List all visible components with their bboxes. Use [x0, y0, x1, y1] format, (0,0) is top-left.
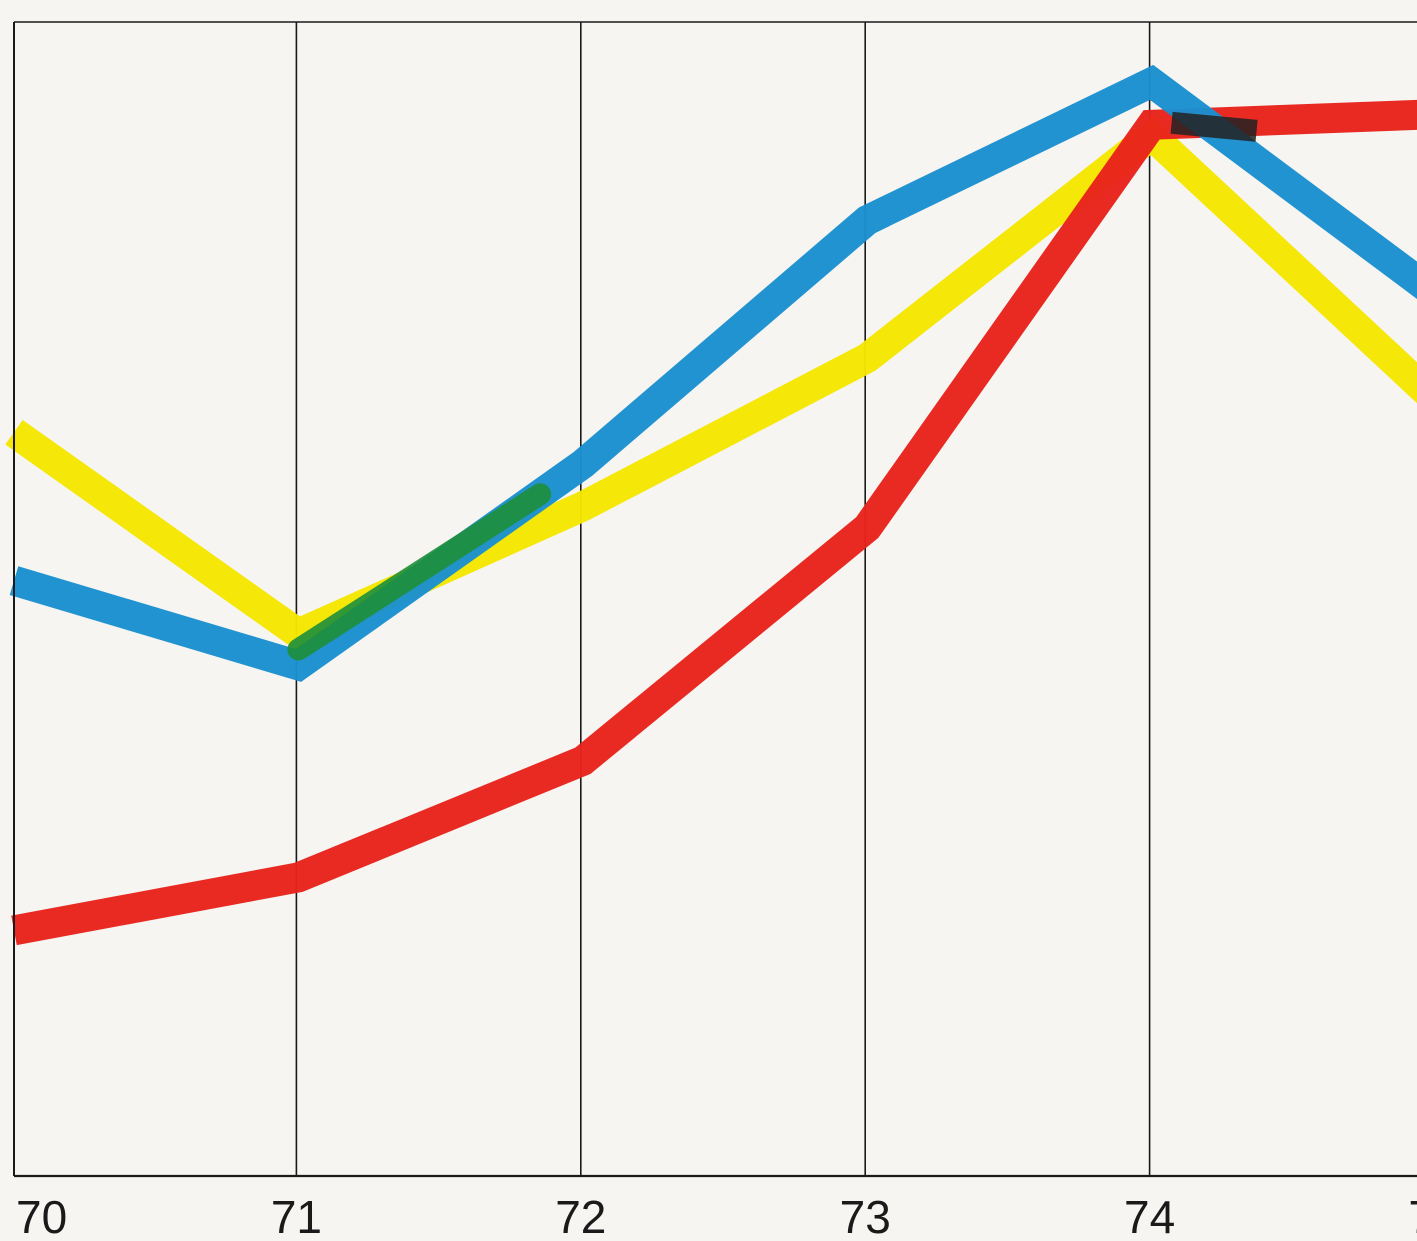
series-line-2	[5, 115, 1417, 651]
x-tick-label: 75	[1408, 1191, 1417, 1241]
x-tick-label: 74	[1124, 1191, 1175, 1241]
overlap-blue-red	[1170, 111, 1258, 142]
overlap-blue-yellow	[287, 483, 552, 661]
x-tick-labels: 70 71 72 73 74 75	[16, 1191, 1417, 1241]
x-tick-label: 71	[271, 1191, 322, 1241]
series-lines	[5, 64, 1417, 946]
axes	[13, 21, 1417, 1178]
x-tick-label: 73	[840, 1191, 891, 1241]
x-tick-label: 72	[555, 1191, 606, 1241]
x-tick-label: 70	[16, 1191, 67, 1241]
